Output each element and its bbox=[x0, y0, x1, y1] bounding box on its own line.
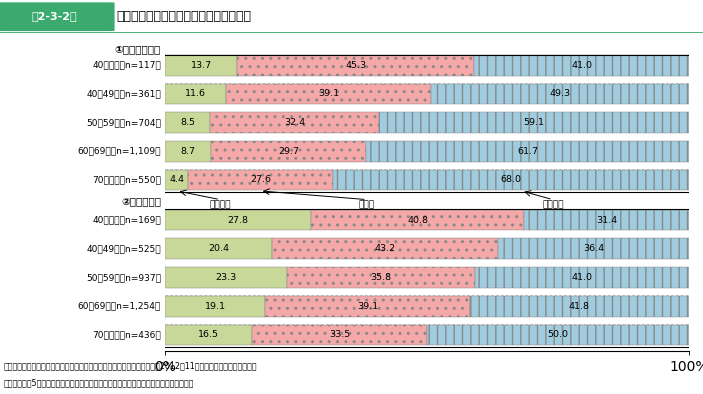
Text: 39.1: 39.1 bbox=[318, 89, 339, 98]
Text: 45.3: 45.3 bbox=[345, 61, 366, 70]
Bar bbox=[188, 170, 333, 190]
Bar bbox=[524, 210, 689, 230]
FancyBboxPatch shape bbox=[0, 2, 115, 31]
Text: 16.5: 16.5 bbox=[198, 331, 219, 339]
Text: 20.4: 20.4 bbox=[208, 244, 229, 253]
Text: 第2-3-2図: 第2-3-2図 bbox=[32, 11, 77, 21]
Bar bbox=[272, 238, 498, 259]
Bar bbox=[311, 210, 524, 230]
Text: 8.7: 8.7 bbox=[181, 147, 195, 156]
Bar bbox=[475, 267, 690, 288]
Bar bbox=[165, 84, 226, 104]
Text: 70歳以上（n=550）: 70歳以上（n=550） bbox=[92, 175, 161, 184]
Text: 27.6: 27.6 bbox=[250, 175, 271, 184]
Text: 40歳未満（n=117）: 40歳未満（n=117） bbox=[92, 61, 161, 70]
Text: 70歳以上（n=436）: 70歳以上（n=436） bbox=[92, 331, 161, 339]
Text: 8.5: 8.5 bbox=[180, 118, 195, 127]
Text: 規模別・経営者年齢別の経常利益の状況: 規模別・経営者年齢別の経常利益の状況 bbox=[116, 9, 251, 22]
Text: 49.3: 49.3 bbox=[549, 89, 570, 98]
Text: 40～49歳（n=361）: 40～49歳（n=361） bbox=[86, 89, 161, 98]
Text: 資料：中小企業庁委託「中小企業の事業承継に関するアンケート調査」（2012年11月、（株）野村総合研究所）: 資料：中小企業庁委託「中小企業の事業承継に関するアンケート調査」（2012年11… bbox=[4, 361, 257, 370]
Text: （注）　最近5年間の経常利益〈個人企業の場合は事業所得。〉の状況についての回答。: （注） 最近5年間の経常利益〈個人企業の場合は事業所得。〉の状況についての回答。 bbox=[4, 378, 194, 387]
Bar bbox=[165, 55, 237, 76]
Bar bbox=[165, 112, 209, 133]
Text: 32.4: 32.4 bbox=[284, 118, 305, 127]
Text: 増加傾向: 増加傾向 bbox=[209, 201, 231, 210]
Text: 41.8: 41.8 bbox=[569, 302, 590, 311]
Bar bbox=[475, 55, 689, 76]
Text: 横ばい: 横ばい bbox=[359, 201, 375, 210]
Text: 33.5: 33.5 bbox=[329, 331, 350, 339]
Bar bbox=[366, 141, 690, 162]
Bar bbox=[209, 112, 380, 133]
Text: 4.4: 4.4 bbox=[169, 175, 184, 184]
Text: 29.7: 29.7 bbox=[278, 147, 299, 156]
Bar bbox=[265, 296, 470, 316]
Text: 31.4: 31.4 bbox=[596, 216, 617, 225]
Bar bbox=[288, 267, 475, 288]
Text: 19.1: 19.1 bbox=[205, 302, 226, 311]
Text: 39.1: 39.1 bbox=[357, 302, 378, 311]
Text: ②中規模企業: ②中規模企業 bbox=[121, 197, 161, 206]
Text: 61.7: 61.7 bbox=[517, 147, 538, 156]
Text: 11.6: 11.6 bbox=[185, 89, 206, 98]
Text: 40～49歳（n=525）: 40～49歳（n=525） bbox=[86, 244, 161, 253]
Bar bbox=[165, 170, 188, 190]
Text: 13.7: 13.7 bbox=[191, 61, 212, 70]
Bar bbox=[427, 325, 689, 345]
Bar bbox=[498, 238, 689, 259]
Text: 23.3: 23.3 bbox=[216, 273, 237, 282]
Text: ①小規模事業者: ①小規模事業者 bbox=[115, 45, 161, 54]
Text: 41.0: 41.0 bbox=[571, 61, 592, 70]
Bar bbox=[333, 170, 689, 190]
Text: 40.8: 40.8 bbox=[407, 216, 428, 225]
Text: 68.0: 68.0 bbox=[501, 175, 522, 184]
Text: 41.0: 41.0 bbox=[572, 273, 593, 282]
Text: 36.4: 36.4 bbox=[583, 244, 604, 253]
Text: 40歳未満（n=169）: 40歳未満（n=169） bbox=[92, 216, 161, 225]
Bar bbox=[380, 112, 689, 133]
Text: 減少傾向: 減少傾向 bbox=[542, 201, 564, 210]
Text: 60～69歳（n=1,109）: 60～69歳（n=1,109） bbox=[77, 147, 161, 156]
Text: 27.8: 27.8 bbox=[228, 216, 248, 225]
Text: 59.1: 59.1 bbox=[524, 118, 545, 127]
Bar bbox=[252, 325, 427, 345]
Bar bbox=[431, 84, 689, 104]
Text: 60～69歳（n=1,254）: 60～69歳（n=1,254） bbox=[78, 302, 161, 311]
Text: 35.8: 35.8 bbox=[370, 273, 392, 282]
Bar bbox=[211, 141, 366, 162]
Bar bbox=[165, 210, 311, 230]
Bar bbox=[165, 325, 252, 345]
Bar bbox=[165, 238, 272, 259]
Text: 50～59歳（n=937）: 50～59歳（n=937） bbox=[86, 273, 161, 282]
Text: 50～59歳（n=704）: 50～59歳（n=704） bbox=[86, 118, 161, 127]
Bar bbox=[165, 296, 265, 316]
Bar bbox=[237, 55, 475, 76]
Bar bbox=[470, 296, 689, 316]
Text: 43.2: 43.2 bbox=[375, 244, 396, 253]
Bar bbox=[226, 84, 431, 104]
Text: 50.0: 50.0 bbox=[548, 331, 569, 339]
Bar bbox=[165, 141, 211, 162]
Bar bbox=[165, 267, 288, 288]
